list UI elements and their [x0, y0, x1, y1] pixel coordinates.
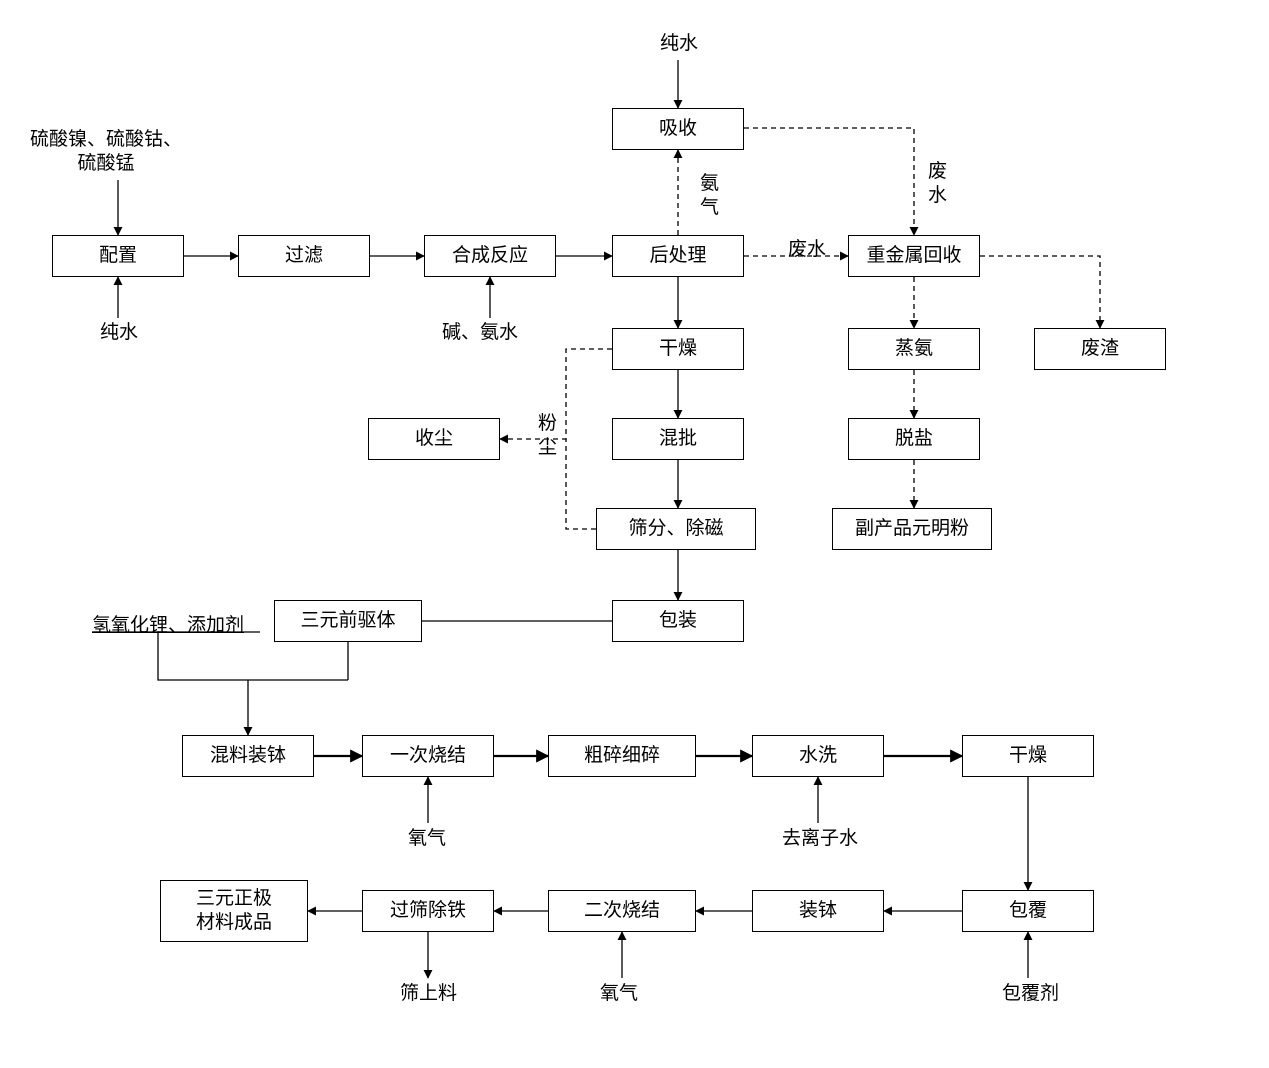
node-hecheng: 合成反应: [424, 235, 556, 277]
label-text: 碱、氨水: [442, 322, 518, 343]
label-text: 纯水: [100, 322, 138, 343]
label-text: 筛上料: [400, 983, 457, 1004]
label-text: 包覆剂: [1002, 983, 1059, 1004]
node-hunliao: 混料装钵: [182, 735, 314, 777]
node-peizhi: 配置: [52, 235, 184, 277]
node-zhuangbo: 装钵: [752, 890, 884, 932]
label-l_shaishang: 筛上料: [400, 982, 457, 1006]
label-l_qyhl: 氢氧化锂、添加剂: [92, 614, 244, 638]
node-label: 包覆: [1009, 899, 1047, 923]
edge-12: [980, 256, 1100, 328]
label-text: 硫酸镍、硫酸钴、 硫酸锰: [30, 129, 182, 174]
node-label: 三元前驱体: [300, 609, 395, 633]
label-l_yangqi2: 氧气: [600, 982, 638, 1006]
node-label: 干燥: [659, 337, 697, 361]
flowchart-canvas: 配置 过滤 合成反应 后处理 吸收重金属回收干燥 蒸氨 废渣收尘 混批 脱盐筛分、除磁 副产品元明…: [0, 0, 1269, 1068]
node-label: 三元正极 材料成品: [196, 887, 272, 935]
label-l_baofuji: 包覆剂: [1002, 982, 1059, 1006]
node-label: 吸收: [659, 117, 697, 141]
node-label: 水洗: [799, 744, 837, 768]
node-label: 收尘: [415, 427, 453, 451]
node-zhongjinshu: 重金属回收: [848, 235, 980, 277]
node-label: 混料装钵: [210, 744, 286, 768]
node-label: 装钵: [799, 899, 837, 923]
node-baozhuang: 包装: [612, 600, 744, 642]
node-label: 蒸氨: [895, 337, 933, 361]
node-houchuli: 后处理: [612, 235, 744, 277]
label-text: 废 水: [928, 161, 947, 206]
node-label: 二次烧结: [584, 899, 660, 923]
label-l_anqi: 氨 气: [700, 172, 719, 220]
node-label: 干燥: [1009, 744, 1047, 768]
node-label: 一次烧结: [390, 744, 466, 768]
label-l_chunshui1: 纯水: [100, 321, 138, 345]
edge-18: [566, 439, 596, 529]
node-label: 废渣: [1081, 337, 1119, 361]
node-ganzao1: 干燥: [612, 328, 744, 370]
label-text: 氧气: [600, 983, 638, 1004]
label-l_yangqi1: 氧气: [408, 827, 446, 851]
label-l_jian: 碱、氨水: [442, 321, 518, 345]
node-tuoyan: 脱盐: [848, 418, 980, 460]
node-label: 过滤: [285, 244, 323, 268]
node-label: 筛分、除磁: [628, 517, 723, 541]
label-text: 氧气: [408, 828, 446, 849]
label-l_chunshui2: 纯水: [660, 32, 698, 56]
node-label: 配置: [99, 244, 137, 268]
label-l_fenchen: 粉 尘: [538, 412, 557, 460]
node-shaifen: 筛分、除磁: [596, 508, 756, 550]
edge-8: [744, 128, 914, 235]
label-text: 纯水: [660, 33, 698, 54]
node-label: 脱盐: [895, 427, 933, 451]
node-xishou: 吸收: [612, 108, 744, 150]
node-guolv: 过滤: [238, 235, 370, 277]
node-hunpi: 混批: [612, 418, 744, 460]
label-l_feishui2: 废 水: [928, 160, 947, 208]
node-shuixi: 水洗: [752, 735, 884, 777]
node-feizha: 废渣: [1034, 328, 1166, 370]
node-label: 包装: [659, 609, 697, 633]
node-baofu: 包覆: [962, 890, 1094, 932]
node-fuchanpin: 副产品元明粉: [832, 508, 992, 550]
node-ganzao2: 干燥: [962, 735, 1094, 777]
label-text: 粉 尘: [538, 413, 557, 458]
node-label: 混批: [659, 427, 697, 451]
node-label: 后处理: [649, 244, 706, 268]
label-text: 氢氧化锂、添加剂: [92, 615, 244, 636]
node-label: 过筛除铁: [390, 899, 466, 923]
node-ercishao: 二次烧结: [548, 890, 696, 932]
label-text: 废水: [788, 239, 826, 260]
node-cusui: 粗碎细碎: [548, 735, 696, 777]
node-zhengan: 蒸氨: [848, 328, 980, 370]
node-chengpin: 三元正极 材料成品: [160, 880, 308, 942]
node-yicishao: 一次烧结: [362, 735, 494, 777]
label-l_feishui1: 废水: [788, 238, 826, 262]
node-qianqu: 三元前驱体: [274, 600, 422, 642]
node-guoshai: 过筛除铁: [362, 890, 494, 932]
label-l_qulizi: 去离子水: [782, 827, 858, 851]
label-text: 去离子水: [782, 828, 858, 849]
node-label: 重金属回收: [866, 244, 961, 268]
label-l_sulfates: 硫酸镍、硫酸钴、 硫酸锰: [30, 128, 182, 176]
node-label: 粗碎细碎: [584, 744, 660, 768]
node-shouchen: 收尘: [368, 418, 500, 460]
node-label: 合成反应: [452, 244, 528, 268]
node-label: 副产品元明粉: [855, 517, 969, 541]
label-text: 氨 气: [700, 173, 719, 218]
